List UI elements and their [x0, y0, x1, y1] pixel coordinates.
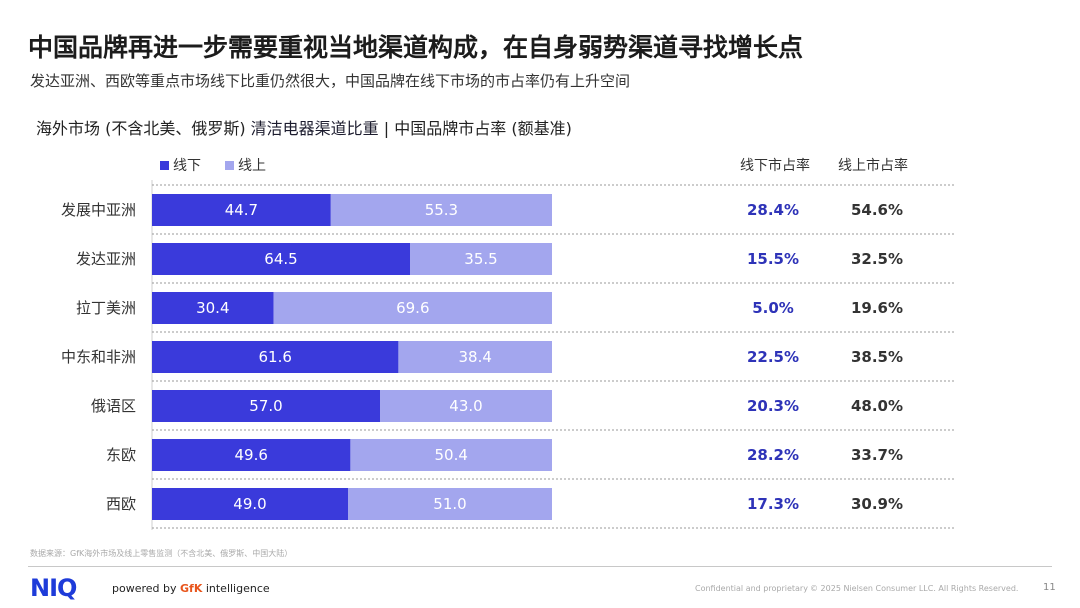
share-offline-value: 22.5% — [747, 348, 799, 366]
share-online-value: 54.6% — [851, 201, 903, 219]
share-offline-value: 15.5% — [747, 250, 799, 268]
bar-online — [398, 341, 552, 373]
data-label-online: 35.5 — [464, 250, 497, 268]
data-label-offline: 57.0 — [249, 397, 282, 415]
legend-swatch-offline — [160, 160, 169, 170]
category-label: 俄语区 — [91, 397, 136, 415]
data-label-online: 69.6 — [396, 299, 429, 317]
powered-suffix: intelligence — [202, 582, 270, 595]
bar-offline — [152, 292, 274, 324]
chart-heading-suffix: | 中国品牌市占率 (额基准) — [378, 119, 572, 138]
chart-heading-highlight: 清洁电器渠道比重 — [250, 119, 379, 138]
legend-item-offline: 线下 — [160, 155, 201, 175]
bar-online — [348, 488, 552, 520]
share-online-value: 32.5% — [851, 250, 903, 268]
share-offline-value: 20.3% — [747, 397, 799, 415]
legend-item-online: 线上 — [225, 155, 266, 175]
share-online-value: 38.5% — [851, 348, 903, 366]
source-note: 数据来源：GfK海外市场及线上零售监测（不含北美、俄罗斯、中国大陆） — [30, 549, 293, 558]
powered-prefix: powered by — [112, 582, 180, 595]
legend-label-online: 线上 — [238, 158, 266, 174]
category-label: 西欧 — [106, 495, 136, 513]
bar-online — [410, 243, 552, 275]
data-label-online: 55.3 — [425, 201, 458, 219]
share-online-value: 30.9% — [851, 495, 903, 513]
confidential-note: Confidential and proprietary — [695, 584, 808, 593]
column-header-offline-share: 线下市占率 — [740, 158, 810, 174]
data-label-offline: 49.6 — [234, 446, 267, 464]
share-online-value: 33.7% — [851, 446, 903, 464]
share-online-value: 48.0% — [851, 397, 903, 415]
bar-online — [350, 439, 552, 471]
bar-offline — [152, 243, 410, 275]
data-label-offline: 61.6 — [258, 348, 291, 366]
share-offline-value: 28.2% — [747, 446, 799, 464]
powered-by-text: powered by GfK intelligence — [112, 582, 270, 595]
page-number: 11 — [1043, 582, 1056, 593]
chart-heading: 海外市场 (不含北美、俄罗斯) 清洁电器渠道比重 | 中国品牌市占率 (额基准) — [36, 115, 572, 139]
footer-divider — [28, 566, 1052, 567]
page-subtitle: 发达亚洲、西欧等重点市场线下比重仍然很大，中国品牌在线下市场的市占率仍有上升空间 — [30, 72, 631, 90]
data-label-offline: 44.7 — [225, 201, 258, 219]
data-label-offline: 30.4 — [196, 299, 229, 317]
bar-online — [380, 390, 552, 422]
share-online-value: 19.6% — [851, 299, 903, 317]
bar-online — [273, 292, 552, 324]
bar-offline — [152, 194, 331, 226]
column-header-online-share: 线上市占率 — [838, 158, 908, 174]
category-label: 发达亚洲 — [76, 250, 136, 268]
niq-logo: NIQ — [30, 574, 77, 602]
bar-offline — [152, 488, 348, 520]
share-offline-value: 28.4% — [747, 201, 799, 219]
chart-heading-prefix: 海外市场 (不含北美、俄罗斯) — [36, 119, 251, 138]
category-label: 东欧 — [106, 446, 136, 464]
chart-legend: 线下 线上 — [160, 155, 266, 175]
category-label: 拉丁美洲 — [76, 299, 136, 317]
legend-label-offline: 线下 — [173, 158, 201, 174]
bar-offline — [152, 341, 399, 373]
legend-swatch-online — [225, 160, 234, 170]
category-label: 中东和非洲 — [61, 348, 136, 366]
data-label-online: 50.4 — [434, 446, 467, 464]
data-label-offline: 64.5 — [264, 250, 297, 268]
share-offline-value: 5.0% — [752, 299, 794, 317]
data-label-online: 43.0 — [449, 397, 482, 415]
data-label-online: 38.4 — [458, 348, 491, 366]
category-label: 发展中亚洲 — [61, 201, 136, 219]
bar-online — [330, 194, 552, 226]
copyright-note: © 2025 Nielsen Consumer LLC. All Rights … — [810, 584, 1019, 593]
bar-offline — [152, 390, 380, 422]
page-title: 中国品牌再进一步需要重视当地渠道构成，在自身弱势渠道寻找增长点 — [28, 33, 804, 62]
gfk-logo: GfK — [180, 582, 203, 595]
bar-offline — [152, 439, 351, 471]
share-offline-value: 17.3% — [747, 495, 799, 513]
data-label-offline: 49.0 — [233, 495, 266, 513]
data-label-online: 51.0 — [433, 495, 466, 513]
